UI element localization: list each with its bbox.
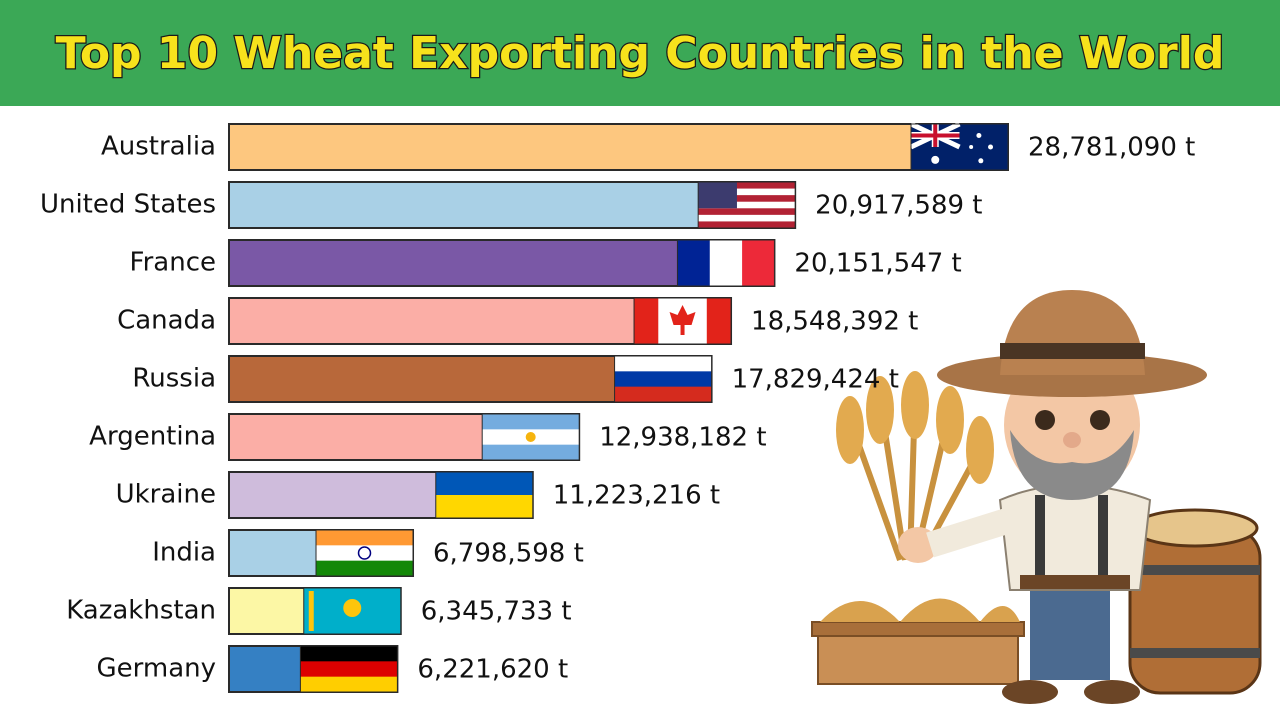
flag-stripe bbox=[698, 182, 796, 190]
flag-star bbox=[969, 145, 974, 149]
value-label: 6,798,598 t bbox=[433, 539, 584, 569]
bar bbox=[228, 123, 1009, 171]
flag-star bbox=[988, 144, 994, 150]
flag-sun bbox=[525, 432, 536, 442]
value-label: 11,223,216 t bbox=[553, 481, 720, 511]
flag-border bbox=[435, 471, 534, 519]
flag-stripe bbox=[677, 240, 711, 286]
flag-border bbox=[614, 355, 713, 403]
category-label: Kazakhstan bbox=[66, 596, 216, 626]
flag-border bbox=[633, 297, 732, 345]
flag-stripe bbox=[482, 414, 580, 430]
farmer-illustration bbox=[811, 290, 1262, 704]
flag bbox=[633, 297, 732, 345]
flag-stripe bbox=[709, 240, 743, 286]
value-label: 20,151,547 t bbox=[794, 249, 961, 279]
flag-stripe bbox=[698, 208, 796, 216]
flag-stripe bbox=[698, 201, 796, 209]
category-label: Russia bbox=[132, 364, 216, 394]
flag bbox=[481, 413, 580, 461]
flag-stripe bbox=[435, 472, 533, 496]
value-label: 18,548,392 t bbox=[751, 307, 918, 337]
category-label: France bbox=[130, 248, 216, 278]
flag-star bbox=[931, 155, 940, 164]
value-label: 20,917,589 t bbox=[815, 191, 982, 221]
category-label: Ukraine bbox=[116, 480, 216, 510]
flag-border bbox=[315, 529, 414, 577]
category-label: United States bbox=[40, 190, 216, 220]
category-label: Canada bbox=[117, 306, 216, 336]
flag-border bbox=[676, 239, 775, 287]
value-label: 17,829,424 t bbox=[732, 365, 899, 395]
flag-sun bbox=[343, 599, 362, 617]
flag-border bbox=[910, 123, 1009, 171]
category-label: Argentina bbox=[89, 422, 216, 452]
value-label: 12,938,182 t bbox=[599, 423, 766, 453]
flag-stripe bbox=[300, 661, 398, 678]
flag-wheel bbox=[357, 546, 372, 560]
flag bbox=[676, 239, 775, 287]
flag-star bbox=[978, 158, 984, 164]
flag-stripe bbox=[698, 195, 796, 203]
flag-stripe bbox=[698, 188, 796, 196]
flag bbox=[303, 587, 402, 635]
flag-stripe bbox=[614, 386, 712, 403]
flag bbox=[299, 645, 398, 693]
flag-stripe bbox=[316, 545, 414, 562]
title-banner bbox=[0, 0, 1280, 106]
flag bbox=[697, 181, 796, 229]
value-label: 6,345,733 t bbox=[421, 597, 572, 627]
flag-ornament bbox=[308, 591, 314, 631]
value-label: 28,781,090 t bbox=[1028, 133, 1195, 163]
flag-stripe bbox=[300, 646, 398, 662]
flag bbox=[614, 355, 713, 403]
flag-star bbox=[976, 133, 982, 138]
category-label: Australia bbox=[101, 132, 216, 162]
flag-stripe bbox=[742, 240, 775, 286]
flag bbox=[435, 471, 534, 519]
flag-border bbox=[299, 645, 398, 693]
flag-stripe bbox=[300, 676, 398, 693]
flag-stripe bbox=[614, 371, 712, 388]
chart-title: Top 10 Wheat Exporting Countries in the … bbox=[56, 28, 1225, 79]
flag-stripe bbox=[698, 214, 796, 222]
flag-leaf bbox=[669, 305, 696, 335]
flag-stripe bbox=[316, 530, 414, 546]
flag bbox=[315, 529, 414, 577]
flag-stripe bbox=[706, 298, 732, 344]
flag-cross bbox=[911, 124, 960, 147]
value-label: 6,221,620 t bbox=[417, 655, 568, 685]
category-label: Germany bbox=[96, 654, 216, 684]
flag-stripe bbox=[435, 495, 533, 519]
flag bbox=[909, 121, 1009, 171]
flag-stripe bbox=[316, 560, 414, 577]
flag-stripe bbox=[614, 356, 712, 372]
flag-stripe bbox=[698, 221, 796, 229]
flag-stripe bbox=[634, 298, 659, 344]
flag-canton bbox=[698, 182, 737, 209]
flag-border bbox=[481, 413, 580, 461]
flag-border bbox=[303, 587, 402, 635]
flag-border bbox=[697, 181, 796, 229]
category-label: India bbox=[152, 538, 216, 568]
flag-stripe bbox=[482, 444, 580, 461]
